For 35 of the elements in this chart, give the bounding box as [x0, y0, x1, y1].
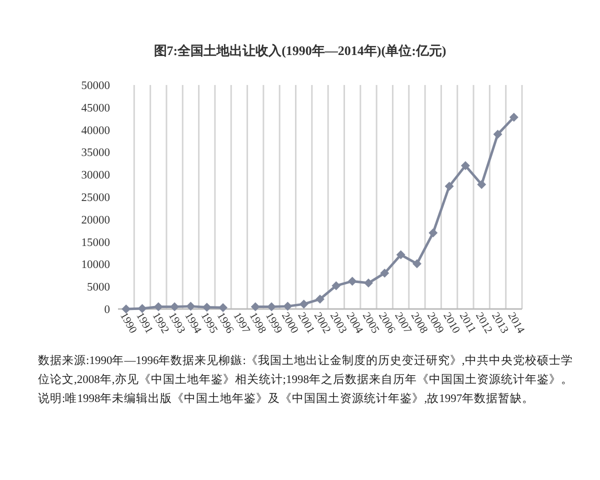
point: [218, 303, 228, 312]
y-tick-label: 5000: [87, 282, 110, 294]
y-tick-label: 50000: [81, 80, 110, 92]
point: [138, 304, 147, 314]
text: 说明:唯1998年未编辑出版《中国土地年鉴》及《中国国土资源统计年鉴》,故1997年数据暂缺。: [38, 392, 536, 407]
point: [332, 281, 341, 290]
point: [460, 161, 470, 170]
point: [380, 268, 390, 278]
point: [154, 302, 163, 312]
point: [283, 302, 292, 311]
y-tick-label: 45000: [81, 102, 110, 114]
point: [493, 130, 502, 139]
source-note: 数据来源:1990年—1996年数据来见柳鏃:《我国土地出让金制度的历史变迁研究》,中共中央党校硕士学位论文,2008年,亦见《中国土地年鉴》相关统计;1998年之后数据来自历年《中国国土资源统计年鉴》。: [38, 353, 574, 388]
point: [477, 180, 486, 189]
y-tick-label: 25000: [81, 192, 110, 204]
point: [396, 250, 406, 260]
y-tick-label: 35000: [81, 147, 110, 160]
point: [412, 259, 422, 268]
point: [428, 228, 438, 238]
point: [299, 300, 308, 309]
point: [509, 112, 518, 122]
point: [444, 182, 454, 191]
point: [186, 302, 196, 311]
y-tick-label: 15000: [81, 236, 110, 249]
point: [364, 278, 373, 288]
y-tick-label: 30000: [81, 170, 110, 182]
y-tick-label: 40000: [81, 124, 110, 137]
chart-title: 图7:全国土地出让收入(1990年—2014年)(单位:亿元): [152, 42, 448, 60]
y-tick-label: 10000: [81, 259, 110, 272]
y-tick-label: 0: [104, 304, 110, 316]
point: [348, 276, 357, 286]
point: [170, 302, 180, 312]
point: [316, 294, 324, 304]
y-tick-label: 20000: [81, 214, 110, 226]
point: [202, 302, 212, 312]
